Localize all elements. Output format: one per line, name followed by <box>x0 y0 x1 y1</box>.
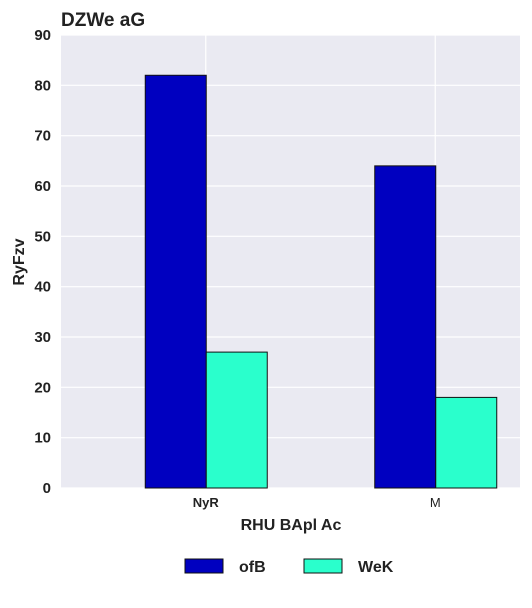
legend: ofB WeK <box>184 558 394 576</box>
legend-swatch-ofB <box>184 558 224 574</box>
x-tick-label-1: M <box>430 495 441 510</box>
legend-swatch-WeK <box>303 558 343 574</box>
y-tick-label-8: 80 <box>34 77 51 94</box>
bar-WeK-M <box>435 396 498 489</box>
y-tick-label-3: 30 <box>34 329 51 346</box>
y-tick-label-4: 40 <box>34 279 51 296</box>
y-tick-labels: 0 10 20 30 40 50 60 70 80 90 <box>34 27 51 497</box>
y-tick-label-0: 0 <box>43 480 51 497</box>
y-tick-label-7: 70 <box>34 128 51 145</box>
bar-ofB-M <box>374 165 437 489</box>
bar-ofB-NyR <box>144 74 207 489</box>
y-tick-label-5: 50 <box>34 228 51 245</box>
y-tick-label-2: 20 <box>34 379 51 396</box>
x-axis-title: RHU BApl Ac <box>241 517 342 534</box>
x-tick-label-0: NyR <box>193 495 220 510</box>
legend-label-WeK: WeK <box>358 559 394 576</box>
y-axis-title: RyFzv <box>11 238 28 285</box>
bars <box>144 74 498 489</box>
legend-label-ofB: ofB <box>239 559 266 576</box>
y-tick-label-6: 60 <box>34 178 51 195</box>
y-tick-label-9: 90 <box>34 27 51 44</box>
y-tick-label-1: 10 <box>34 430 51 447</box>
chart-title: DZWe aG <box>61 10 145 31</box>
x-tick-labels: NyR M <box>193 495 441 510</box>
bar-WeK-NyR <box>205 351 268 489</box>
